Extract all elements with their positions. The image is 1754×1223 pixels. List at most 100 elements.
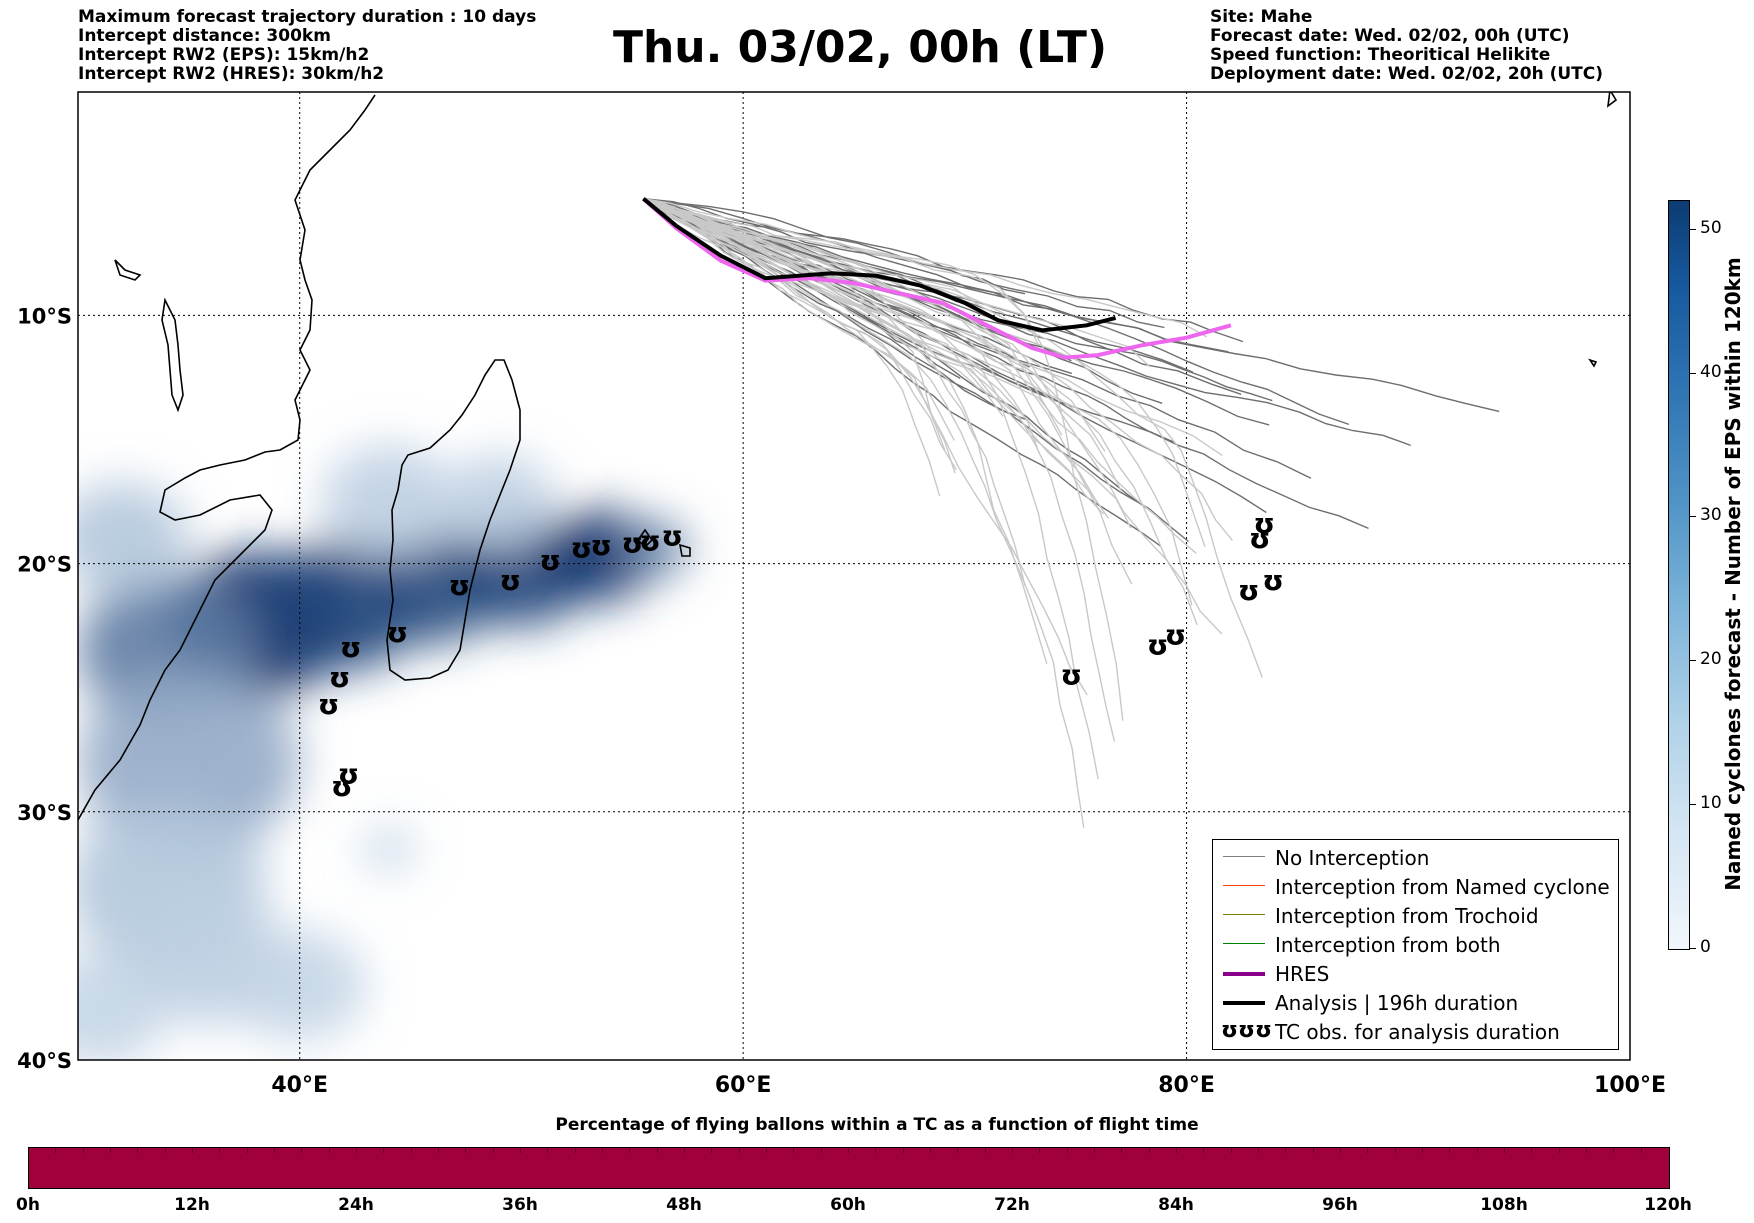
tc-obs-icon: ʊ <box>661 519 683 552</box>
tc-obs-icon: ʊ <box>639 524 661 557</box>
ensemble-trajectory <box>643 198 1161 547</box>
coastline-islands-a <box>114 92 1618 557</box>
ensemble-trajectory <box>643 198 1208 338</box>
lat-label: 10°S <box>17 304 72 328</box>
colorbar-tick-label: 50 <box>1700 217 1722 238</box>
tc-obs-icon: ʊ <box>1165 619 1187 652</box>
flight-bar-minor-tick <box>82 1147 84 1153</box>
legend-item-no-interception: No Interception <box>1213 844 1618 873</box>
legend-swatch-named-cyclone <box>1223 885 1265 886</box>
ensemble-trajectory <box>643 198 1197 554</box>
ensemble-trajectory <box>643 198 1085 829</box>
tc-obs-icon: ʊ <box>590 529 612 562</box>
legend-label-trochoid: Interception from Trochoid <box>1275 904 1539 928</box>
info-intercept-distance: Intercept distance: 300km <box>78 26 331 46</box>
legend-label-analysis: Analysis | 196h duration <box>1275 991 1519 1015</box>
legend-label-both: Interception from both <box>1275 933 1501 957</box>
colorbar-tick-label: 40 <box>1700 361 1722 382</box>
longitude-labels: 40°E 60°E 80°E 100°E <box>271 1073 1666 1098</box>
flight-bar-minor-tick <box>1586 1147 1587 1153</box>
legend-swatch-analysis <box>1223 1001 1265 1005</box>
colorbar-tick <box>1690 660 1696 662</box>
flight-bar-minor-tick <box>1340 1147 1341 1153</box>
lon-label: 80°E <box>1158 1073 1215 1098</box>
ensemble-trajectory <box>643 198 1040 346</box>
legend-item-named-cyclone: Interception from Named cyclone <box>1213 873 1618 902</box>
flight-bar-minor-tick <box>192 1147 193 1153</box>
flight-bar-minor-tick <box>1504 1147 1505 1153</box>
flight-bar-minor-tick <box>574 1147 576 1153</box>
legend-item-tc-obs: ʊʊʊ TC obs. for analysis duration <box>1213 1018 1618 1047</box>
lat-label: 20°S <box>17 553 72 577</box>
legend-label-hres: HRES <box>1275 962 1330 986</box>
info-forecast-date: Forecast date: Wed. 02/02, 00h (UTC) <box>1210 26 1570 46</box>
tc-obs-icon: ʊ <box>539 544 561 577</box>
flight-bar-minor-tick <box>438 1147 439 1153</box>
lat-label: 30°S <box>17 801 72 825</box>
flight-bar-minor-tick <box>164 1147 166 1153</box>
flight-bar-minor-tick <box>1258 1147 1259 1153</box>
flight-bar-minor-tick <box>410 1147 412 1153</box>
flight-bar-minor-tick <box>656 1147 658 1153</box>
lon-label: 60°E <box>715 1073 772 1098</box>
tc-obs-icon: ʊ <box>329 661 351 694</box>
flight-bar-minor-tick <box>1312 1147 1314 1153</box>
flight-time-bar <box>28 1147 1670 1189</box>
flight-bar-minor-tick <box>1066 1147 1068 1153</box>
flight-bar-minor-tick <box>684 1147 685 1153</box>
legend-swatch-no-interception <box>1223 856 1265 857</box>
colorbar-tick <box>1690 372 1696 374</box>
flight-bar-minor-tick <box>274 1147 275 1153</box>
legend-swatch-hres <box>1223 972 1265 976</box>
colorbar-tick <box>1690 516 1696 518</box>
info-duration: Maximum forecast trajectory duration : 1… <box>78 7 537 27</box>
flight-bar-minor-tick <box>1176 1147 1177 1153</box>
flight-bar-minor-tick <box>520 1147 521 1153</box>
density-blob <box>78 954 167 1060</box>
lon-label: 40°E <box>271 1073 328 1098</box>
ensemble-trajectory <box>643 198 941 497</box>
flight-bar-minor-tick <box>547 1147 549 1153</box>
colorbar-tick-label: 0 <box>1700 937 1711 957</box>
tc-obs-icon: ʊ <box>500 564 522 597</box>
flight-bar-minor-tick <box>55 1147 57 1153</box>
tc-obs-icon: ʊ <box>621 527 643 560</box>
flight-bar-minor-tick <box>1640 1147 1642 1153</box>
flight-bar-minor-tick <box>957 1147 959 1153</box>
legend-label-tc-obs: TC obs. for analysis duration <box>1275 1020 1560 1044</box>
colorbar-tick-label: 20 <box>1700 649 1722 670</box>
density-blob <box>361 826 416 872</box>
tc-obs-icon: ʊ <box>1262 564 1284 597</box>
legend-item-both: Interception from both <box>1213 931 1618 960</box>
tc-obs-icon: ʊ <box>1147 628 1169 661</box>
map-frame <box>77 91 1631 1061</box>
flight-bar-minor-tick <box>848 1147 849 1153</box>
colorbar-tick <box>1690 804 1696 806</box>
flight-bar-minor-tick <box>1230 1147 1232 1153</box>
colorbar-title: Named cyclones forecast - Number of EPS … <box>1721 257 1745 891</box>
hres-track <box>642 197 1232 360</box>
flight-bar-minor-tick <box>1422 1147 1423 1153</box>
legend-label-no-interception: No Interception <box>1275 846 1430 870</box>
flight-bar-minor-tick <box>219 1147 221 1153</box>
flight-bar-minor-tick <box>820 1147 822 1153</box>
legend-swatch-both <box>1223 943 1265 944</box>
tc-obs-icon: ʊ <box>1238 574 1260 607</box>
flight-bar-minor-tick <box>492 1147 494 1153</box>
info-deployment-date: Deployment date: Wed. 02/02, 20h (UTC) <box>1210 64 1604 84</box>
flight-bar-minor-tick <box>1285 1147 1287 1153</box>
coastlines <box>78 92 1618 821</box>
ensemble-trajectory <box>642 198 946 451</box>
legend-item-trochoid: Interception from Trochoid <box>1213 902 1618 931</box>
flight-bar-tick-label: 60h <box>830 1195 866 1215</box>
flight-bar-minor-tick <box>356 1147 357 1153</box>
flight-bar-minor-tick <box>1148 1147 1150 1153</box>
flight-bar-minor-tick <box>1613 1147 1615 1153</box>
flight-bar-minor-tick <box>1094 1147 1095 1153</box>
colorbar-tick <box>1690 948 1696 949</box>
info-speed-function: Speed function: Theoritical Helikite <box>1210 45 1551 65</box>
colorbar-tick-label: 10 <box>1700 793 1722 814</box>
flight-bar-tick-label: 0h <box>16 1195 40 1215</box>
ensemble-trajectory <box>642 198 955 441</box>
